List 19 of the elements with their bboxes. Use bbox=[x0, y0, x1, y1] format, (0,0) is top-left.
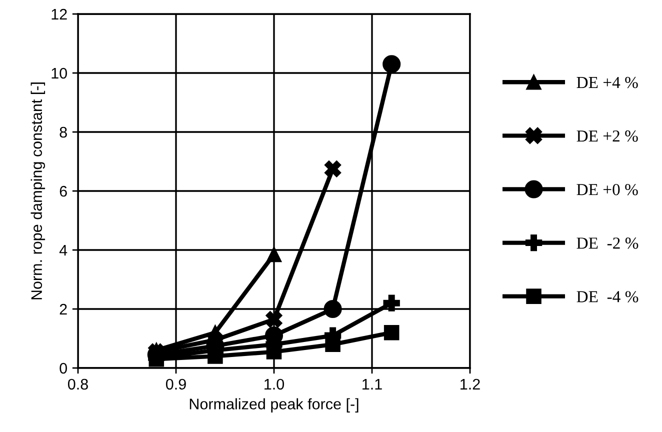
legend-label: DE -2 % bbox=[576, 238, 638, 249]
x-tick-label: 1.2 bbox=[460, 378, 480, 390]
legend-label: DE -4 % bbox=[576, 291, 638, 302]
x-tick-label: 0.8 bbox=[68, 378, 88, 390]
x-axis-title: Normalized peak force [-] bbox=[190, 398, 358, 412]
legend-label: DE +0 % bbox=[576, 184, 638, 196]
legend-label: DE +2 % bbox=[576, 130, 638, 142]
y-tick-label: 4 bbox=[59, 245, 68, 256]
legend-label: DE +4 % bbox=[576, 76, 638, 88]
x-tick-label: 1.1 bbox=[362, 378, 382, 390]
y-tick-label: 12 bbox=[52, 8, 67, 20]
y-axis-title: Norm. rope damping constant [-] bbox=[30, 82, 46, 300]
y-tick-label: 8 bbox=[60, 126, 67, 138]
y-tick-label: 0 bbox=[60, 362, 67, 374]
y-tick-label: 2 bbox=[60, 304, 67, 315]
x-tick-label: 1.0 bbox=[264, 378, 284, 390]
x-tick-label: 0.9 bbox=[166, 378, 186, 390]
y-tick-label: 6 bbox=[60, 186, 67, 197]
y-tick-label: 10 bbox=[52, 68, 67, 79]
